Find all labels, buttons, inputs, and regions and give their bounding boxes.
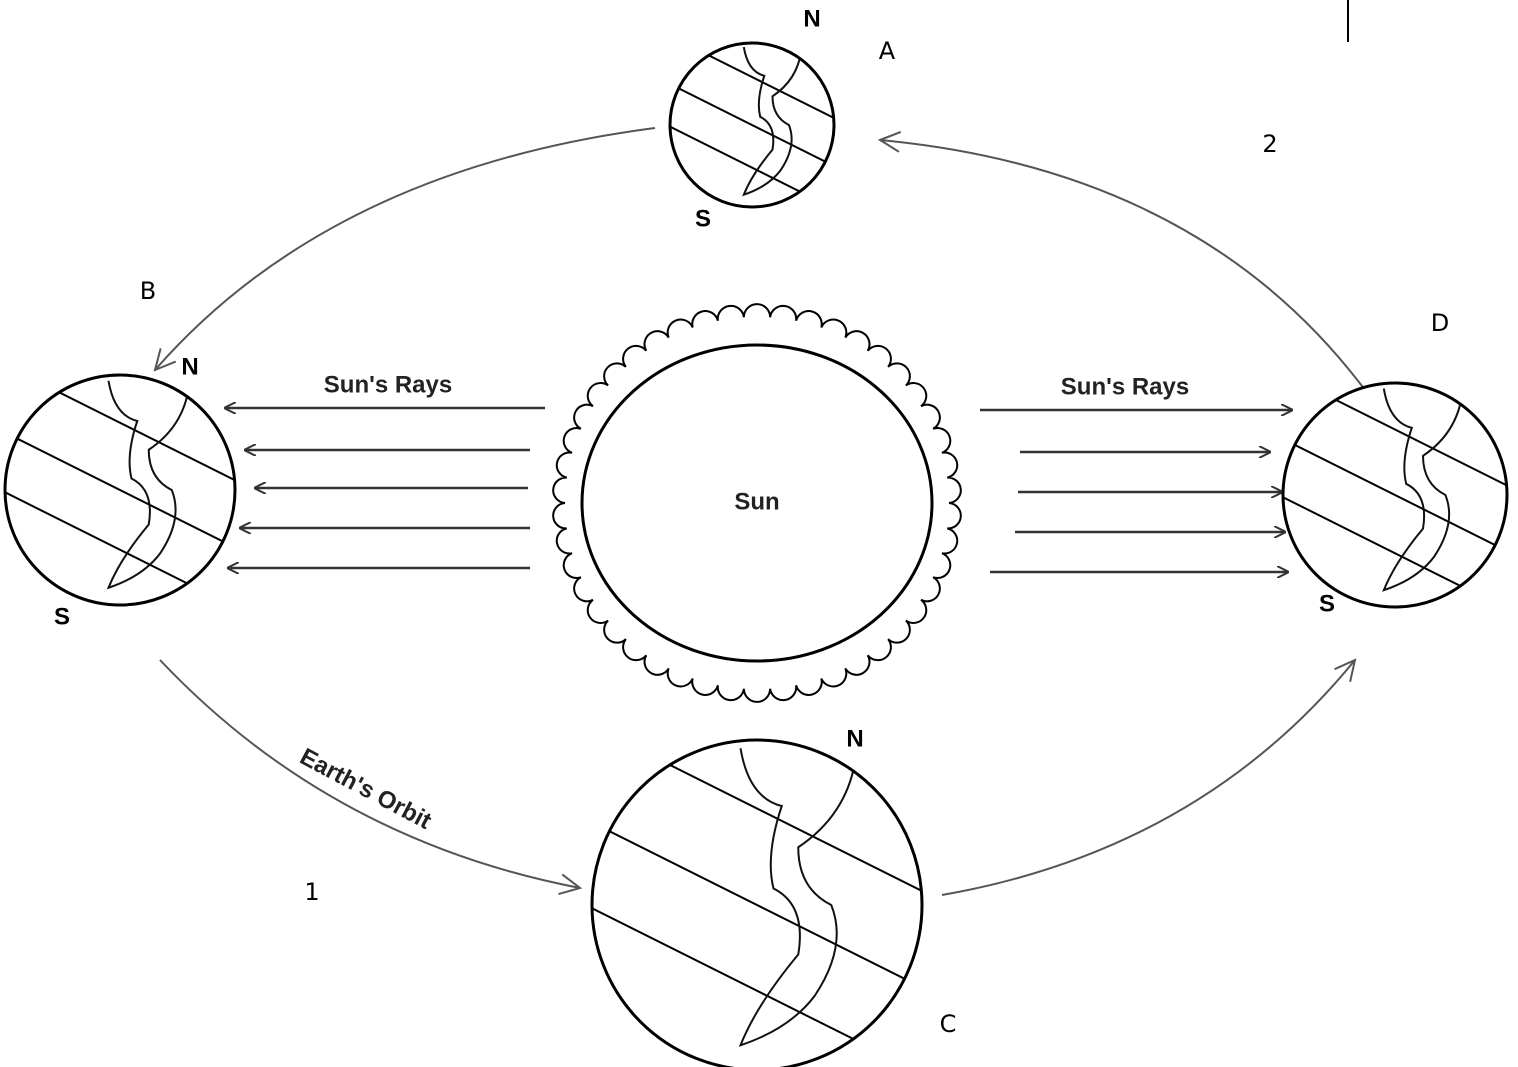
position-label: C (940, 1010, 957, 1038)
south-label: S (54, 603, 70, 630)
sun-disc (580, 343, 934, 663)
earth-globe (590, 738, 924, 1067)
orbit (155, 127, 1366, 896)
continent (1382, 388, 1464, 592)
north-label: N (846, 725, 863, 752)
earth: CN (590, 725, 957, 1067)
north-label: N (803, 5, 820, 32)
continent (738, 748, 857, 1047)
position-label: B (140, 277, 156, 305)
latitude-line (593, 805, 921, 1005)
latitude-line (1284, 426, 1506, 564)
earth: B N S (3, 277, 237, 630)
sun: Sun (552, 303, 962, 703)
latitude-line (6, 420, 234, 560)
position-label: D (1431, 309, 1449, 337)
marker: 1 (304, 878, 319, 906)
orbit-arc (159, 659, 580, 888)
earth: A N S (668, 5, 896, 232)
orbit-arc (941, 660, 1355, 896)
orbit-label: Earth's Orbit (295, 743, 435, 835)
sun-label: Sun (734, 488, 779, 515)
orbit-arc (880, 140, 1366, 391)
latitude-line (671, 74, 833, 176)
rays-label: Sun's Rays (1061, 373, 1189, 400)
rays-label: Sun's Rays (324, 371, 452, 398)
earth: DS (1281, 309, 1509, 617)
orbit-arc (155, 127, 656, 370)
marker: 2 (1262, 130, 1277, 158)
north-label: N (181, 353, 198, 380)
continent (742, 46, 803, 197)
rays (225, 408, 1292, 572)
position-label: A (879, 37, 896, 65)
continent (106, 380, 190, 590)
south-label: S (1319, 590, 1335, 617)
south-label: S (695, 205, 711, 232)
